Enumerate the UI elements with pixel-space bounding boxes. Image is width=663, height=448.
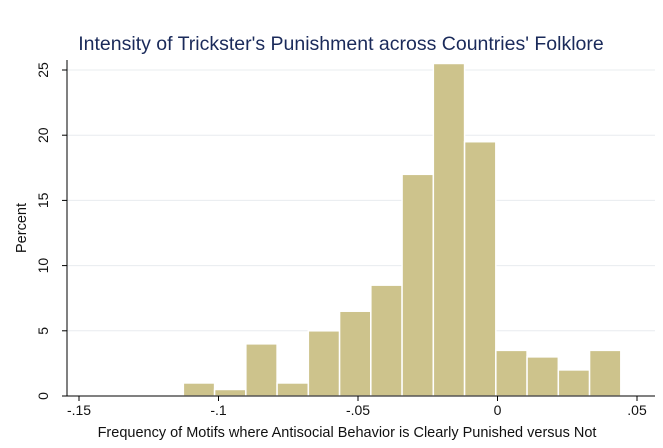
x-tick-label: 0 <box>494 402 502 418</box>
x-tick-label: -.15 <box>67 402 91 418</box>
axes <box>66 60 655 397</box>
histogram-bar <box>557 369 591 397</box>
x-tick-label: -.1 <box>210 402 227 418</box>
histogram-bar <box>338 310 372 397</box>
histogram-bars <box>182 62 622 397</box>
histogram-bar <box>182 382 216 397</box>
histogram-bar <box>276 382 310 397</box>
y-tick-label: 15 <box>35 192 51 208</box>
grid-lines <box>67 69 655 332</box>
y-tick-label: 0 <box>35 392 51 400</box>
histogram-bar <box>245 343 278 397</box>
histogram-bar <box>526 356 560 397</box>
y-tick-label: 5 <box>35 327 51 335</box>
y-tick-label: 20 <box>35 127 51 143</box>
x-tick-label: .05 <box>627 402 647 418</box>
histogram-bar <box>401 173 435 397</box>
histogram-bar <box>432 62 466 397</box>
y-tick-label: 10 <box>35 258 51 274</box>
histogram-bar <box>588 349 622 397</box>
y-tick-label: 25 <box>35 62 51 78</box>
y-axis-label: Percent <box>14 203 30 253</box>
histogram-bar <box>370 284 403 397</box>
chart-title: Intensity of Trickster's Punishment acro… <box>78 33 603 55</box>
histogram-bar <box>307 330 341 397</box>
histogram-bar <box>495 349 528 397</box>
x-tick-label: -.05 <box>346 402 370 418</box>
y-axis-ticks: 0 5 10 15 20 25 <box>35 62 67 400</box>
histogram-bar <box>463 140 497 397</box>
histogram-bar <box>213 388 247 397</box>
x-axis-label: Frequency of Motifs where Antisocial Beh… <box>98 425 597 441</box>
x-axis-ticks: -.15 -.1 -.05 0 .05 <box>67 396 647 418</box>
